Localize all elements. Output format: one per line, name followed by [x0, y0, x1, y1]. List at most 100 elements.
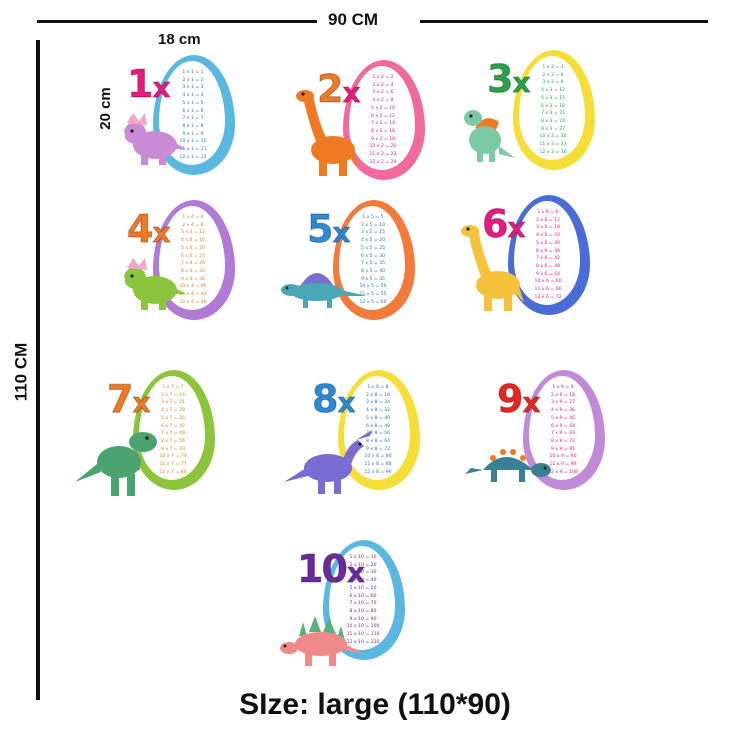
times-table-row: 3 x 5 = 15 [360, 230, 386, 236]
times-table-row: 10 x 9 = 90 [549, 454, 577, 460]
times-table-row: 5 x 2 = 10 [370, 105, 396, 111]
stegosaurus-illustration [275, 610, 365, 675]
times-table-row: 12 x 4 = 48 [179, 299, 207, 305]
times-table-row: 2 x 2 = 4 [372, 82, 394, 88]
times-sign: x [522, 386, 541, 419]
table-number-label: 2x [316, 67, 361, 111]
times-table-row: 6 x 3 = 18 [540, 103, 566, 109]
times-table-row: 9 x 5 = 45 [360, 276, 386, 282]
times-sign: x [152, 71, 171, 104]
times-table-row: 3 x 9 = 27 [550, 400, 576, 406]
times-table-row: 4 x 9 = 36 [550, 408, 576, 414]
times-table-row: 2 x 9 = 18 [550, 392, 576, 398]
times-table-row: 5 x 8 = 40 [365, 415, 391, 421]
times-table-row: 8 x 7 = 56 [160, 438, 186, 444]
times-table-row: 6 x 4 = 24 [180, 253, 206, 259]
times-table-row: 6 x 5 = 30 [360, 253, 386, 259]
egg-inner [344, 376, 410, 480]
times-table-row: 2 x 5 = 10 [360, 222, 386, 228]
times-table-rows: 1 x 4 = 4 2 x 4 = 8 3 x 4 = 12 4 x 4 = 16 5 … [165, 214, 221, 306]
table-number-label: 4x [126, 209, 171, 249]
times-table-row: 6 x 9 = 54 [550, 423, 576, 429]
times-table-card-7: 1 x 7 = 7 2 x 7 = 14 3 x 7 = 21 4 x 7 = 28 5… [75, 370, 225, 500]
times-table-row: 2 x 3 = 6 [542, 72, 564, 78]
table-number: 8 [311, 377, 339, 421]
times-table-card-4: 1 x 4 = 4 2 x 4 = 8 3 x 4 = 12 4 x 4 = 16 5 … [95, 200, 245, 330]
table-number-label: 1x [126, 64, 171, 104]
times-table-row: 6 x 2 = 12 [370, 113, 396, 119]
times-table-row: 1 x 4 = 4 [182, 215, 204, 220]
width-dimension-line-right [420, 20, 708, 23]
times-table-row: 7 x 10 = 70 [349, 601, 377, 607]
times-table-row: 3 x 6 = 18 [535, 225, 561, 231]
parasaurolophus-illustration [284, 426, 374, 501]
table-number: 10 [296, 547, 348, 591]
table-number: 9 [496, 377, 524, 421]
times-table-row: 1 x 8 = 8 [367, 385, 389, 390]
times-table-row: 10 x 7 = 70 [159, 454, 187, 460]
times-table-row: 11 x 8 = 88 [364, 462, 392, 468]
times-table-row: 3 x 8 = 24 [365, 400, 391, 406]
times-table-row: 2 x 1 = 2 [182, 77, 204, 83]
times-table-row: 11 x 5 = 55 [359, 292, 387, 298]
table-number: 2 [316, 67, 344, 111]
times-table-row: 3 x 2 = 6 [372, 90, 394, 96]
times-table-row: 10 x 8 = 80 [364, 454, 392, 460]
times-table-row: 12 x 3 = 36 [539, 149, 567, 155]
times-table-row: 1 x 5 = 5 [362, 215, 384, 220]
egg-inner [529, 376, 595, 480]
times-table-row: 4 x 3 = 12 [540, 88, 566, 94]
times-table-row: 2 x 6 = 12 [535, 217, 561, 223]
times-table-row: 10 x 4 = 40 [179, 284, 207, 290]
times-table-row: 8 x 10 = 80 [349, 608, 377, 614]
times-sign: x [346, 556, 365, 589]
times-table-row: 3 x 7 = 21 [160, 400, 186, 406]
times-table-row: 4 x 8 = 32 [365, 408, 391, 414]
brachiosaurus-illustration [289, 88, 359, 183]
times-table-row: 2 x 7 = 14 [160, 392, 186, 398]
height-dimension-label: 110 CM [11, 342, 31, 402]
times-table-rows: 1 x 5 = 5 2 x 5 = 10 3 x 5 = 15 4 x 5 = 20 5… [345, 214, 401, 306]
times-table-row: 4 x 7 = 28 [160, 408, 186, 414]
table-number: 6 [481, 202, 509, 246]
times-table-row: 6 x 7 = 42 [160, 423, 186, 429]
times-table-row: 11 x 1 = 11 [179, 147, 207, 153]
times-table-row: 10 x 10 = 100 [346, 624, 380, 630]
width-dimension-label: 90 CM [328, 10, 379, 29]
times-table-row: 8 x 9 = 72 [550, 438, 576, 444]
times-table-row: 4 x 1 = 4 [182, 93, 204, 99]
times-table-row: 4 x 6 = 24 [535, 233, 561, 239]
times-table-row: 5 x 7 = 35 [160, 415, 186, 421]
times-table-row: 2 x 8 = 16 [365, 392, 391, 398]
times-table-row: 10 x 1 = 10 [179, 139, 207, 145]
times-table-row: 3 x 1 = 3 [182, 85, 204, 91]
times-table-card-9: 1 x 9 = 9 2 x 9 = 18 3 x 9 = 27 4 x 9 = 36 5… [465, 370, 615, 500]
times-table-row: 11 x 2 = 22 [369, 152, 397, 158]
times-table-rows: 1 x 7 = 7 2 x 7 = 14 3 x 7 = 21 4 x 7 = 28 5… [145, 384, 201, 476]
times-table-row: 5 x 5 = 25 [360, 245, 386, 251]
times-table-row: 6 x 1 = 6 [182, 108, 204, 114]
times-table-row: 5 x 9 = 45 [550, 415, 576, 421]
times-table-row: 12 x 8 = 96 [364, 469, 392, 475]
times-sign: x [152, 216, 171, 249]
times-table-row: 10 x 3 = 30 [539, 134, 567, 140]
times-table-row: 1 x 1 = 1 [182, 70, 204, 75]
times-table-row: 1 x 10 = 10 [349, 555, 377, 560]
times-table-row: 10 x 2 = 20 [369, 144, 397, 150]
times-table-row: 7 x 4 = 28 [180, 261, 206, 267]
table-number-label: 8x [311, 377, 356, 421]
times-table-row: 9 x 7 = 63 [160, 446, 186, 452]
times-table-row: 4 x 10 = 40 [349, 578, 377, 584]
times-table-row: 11 x 3 = 33 [539, 142, 567, 148]
times-table-row: 7 x 1 = 7 [182, 116, 204, 122]
times-table-row: 8 x 4 = 32 [180, 268, 206, 274]
times-sign: x [507, 211, 526, 244]
times-table-row: 11 x 7 = 77 [159, 462, 187, 468]
times-table-row: 3 x 4 = 12 [180, 230, 206, 236]
table-number: 7 [106, 377, 134, 421]
times-table-row: 4 x 5 = 20 [360, 238, 386, 244]
times-table-rows: 1 x 6 = 6 2 x 6 = 12 3 x 6 = 18 4 x 6 = 24 5… [520, 209, 576, 301]
size-caption: SIze: large (110*90) [239, 688, 511, 721]
times-table-row: 8 x 5 = 40 [360, 268, 386, 274]
